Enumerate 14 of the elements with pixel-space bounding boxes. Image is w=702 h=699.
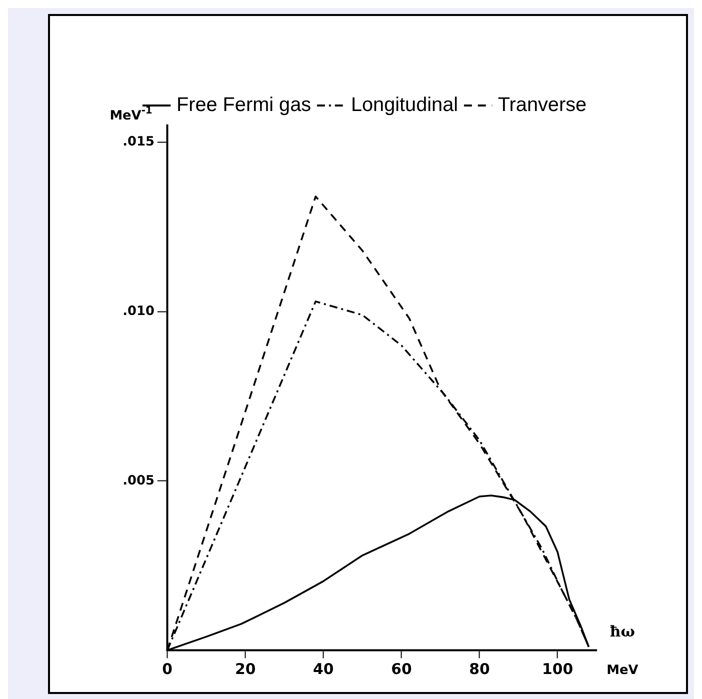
y-tick-label: .015 <box>122 134 154 150</box>
x-axis-title: ħω <box>610 622 635 640</box>
text: MeV <box>606 662 638 678</box>
y-tick-label: .010 <box>122 304 154 319</box>
legend-label: Tranverse <box>498 94 587 116</box>
x-tick-label: 100 <box>542 660 574 678</box>
legend-label: Longitudinal <box>350 94 458 116</box>
x-tick-label: 60 <box>391 660 412 678</box>
x-tick-label: 80 <box>469 660 490 678</box>
x-tick-label: 0 <box>162 660 173 678</box>
y-tick-label: .005 <box>122 473 154 488</box>
x-tick-label: 40 <box>313 660 334 678</box>
x-tick-label: 20 <box>235 660 256 678</box>
legend-label: Free Fermi gas <box>176 94 312 116</box>
